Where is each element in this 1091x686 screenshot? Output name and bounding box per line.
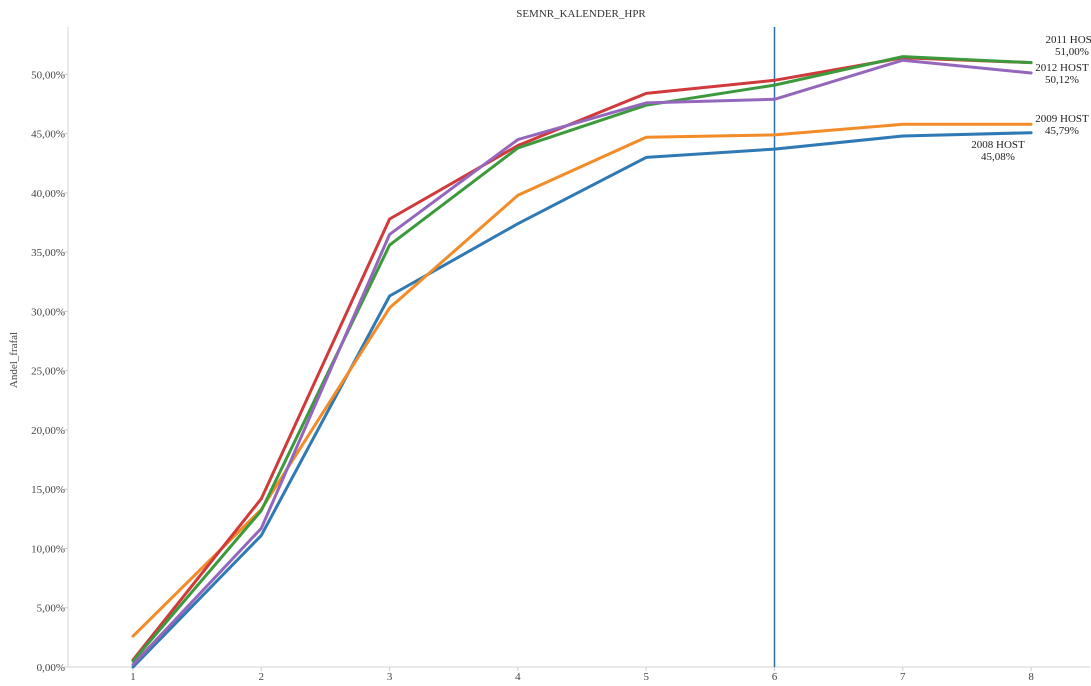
chart-title: SEMNR_KALENDER_HPR <box>516 8 646 20</box>
series-line-s2009 <box>131 122 1033 638</box>
y-tick-label: 15,00% <box>31 484 65 496</box>
end-label-value: 45,08% <box>981 151 1015 163</box>
series-line-s2010 <box>131 56 1033 662</box>
x-tick-label: 4 <box>515 671 521 681</box>
axes: 0,00% 5,00% 10,00% 15,00% 20,00% 25,00% 30,00%… <box>31 27 1090 683</box>
end-label-name: 2012 HOST <box>1035 62 1089 74</box>
y-tick-label: 10,00% <box>31 543 65 555</box>
y-tick-label: 5,00% <box>37 603 65 615</box>
end-label-value: 50,12% <box>1045 74 1079 86</box>
end-label-name: 2009 HOST <box>1035 113 1089 125</box>
y-tick-label: 0,00% <box>37 662 65 674</box>
x-tick-label: 5 <box>643 671 649 681</box>
x-tick-label: 3 <box>387 671 393 681</box>
series-line-s2008 <box>131 131 1033 669</box>
end-label-s2011: 2011 HOST51,00% <box>1045 34 1091 58</box>
x-tick-label: 8 <box>1028 671 1034 681</box>
y-tick-label: 30,00% <box>31 306 65 318</box>
y-tick-label: 50,00% <box>31 69 65 81</box>
end-label-name: 2008 HOST <box>971 139 1025 151</box>
end-label-name: 2011 HOST <box>1045 34 1091 46</box>
x-tick-label: 1 <box>130 671 136 681</box>
series-lines <box>131 55 1033 669</box>
end-label-value: 45,79% <box>1045 125 1079 137</box>
y-tick-label: 25,00% <box>31 366 65 378</box>
series-line-s2012 <box>131 58 1033 667</box>
x-tick-label: 6 <box>772 671 778 681</box>
x-tick-label: 2 <box>259 671 265 681</box>
y-tick-label: 40,00% <box>31 188 65 200</box>
y-tick-label: 45,00% <box>31 129 65 141</box>
end-label-value: 51,00% <box>1055 46 1089 58</box>
x-tick-label: 7 <box>900 671 906 681</box>
y-axis-label: Andel_frafal <box>8 332 20 388</box>
y-tick-label: 35,00% <box>31 247 65 259</box>
y-tick-label: 20,00% <box>31 425 65 437</box>
series-line-s2011 <box>131 55 1033 663</box>
